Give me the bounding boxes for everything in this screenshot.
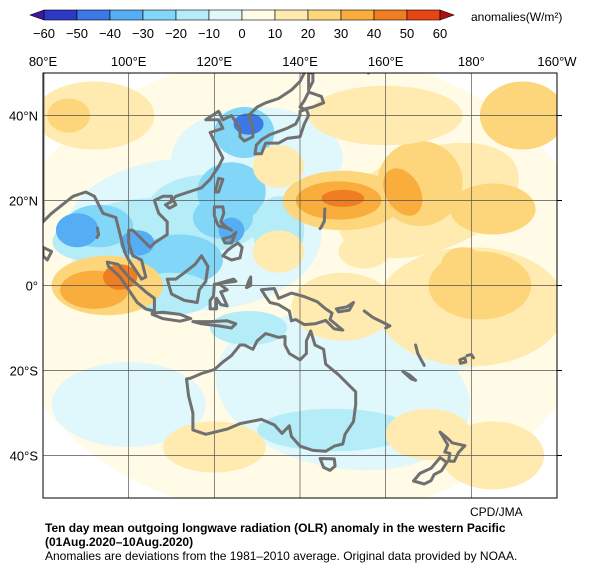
anomaly-patch	[321, 189, 365, 207]
coastline	[438, 430, 467, 463]
anomaly-patch	[449, 183, 536, 235]
coastline	[165, 254, 210, 304]
anomaly-patch	[385, 408, 472, 460]
coastline	[221, 230, 238, 245]
coastline	[318, 207, 327, 231]
coastlines	[43, 73, 475, 486]
anomaly-patch	[383, 168, 423, 216]
coastline	[150, 310, 193, 323]
colorbar-tick-label: 40	[367, 26, 381, 41]
anomaly-patch	[137, 234, 223, 286]
latitude-labels: 40°N 20°N 0° 20°S 40°S	[9, 109, 562, 464]
anomaly-patch	[210, 311, 288, 345]
colorbar-tick-label: −50	[66, 26, 88, 41]
anomaly-patch	[441, 247, 485, 282]
colorbar-tick-label: −30	[132, 26, 154, 41]
coastline	[185, 329, 358, 453]
longitude-label: 160°E	[368, 54, 404, 69]
latitude-label: 40°S	[10, 449, 39, 464]
colorbar-tick-label: 0	[238, 26, 245, 41]
coastline	[318, 457, 337, 472]
coastline	[458, 356, 468, 365]
coastline	[43, 245, 54, 262]
coastline	[95, 226, 101, 239]
colorbar-tick-label: 60	[433, 26, 447, 41]
longitude-label: 140°E	[282, 54, 318, 69]
coastline	[307, 73, 315, 92]
colorbar-tick-label: −60	[33, 26, 55, 41]
olr-anomaly-map: 80°E 100°E 120°E 140°E 160°E 180° 160°W 40°N 20…	[9, 54, 577, 499]
colorbar-tick-label: −40	[99, 26, 121, 41]
anomaly-patch	[55, 213, 99, 248]
colorbar-tick-label: −20	[165, 26, 187, 41]
coastline	[401, 369, 418, 382]
coastline	[298, 90, 326, 111]
coastline	[105, 260, 156, 313]
latitude-label: 20°N	[9, 194, 38, 209]
anomaly-patch	[252, 230, 305, 273]
colorbar-unit-label: anomalies(W/m²)	[471, 10, 562, 24]
coastline	[221, 241, 244, 262]
latitude-label: 40°N	[9, 109, 38, 124]
coastline	[164, 199, 178, 210]
latitude-label: 20°S	[10, 364, 39, 379]
caption-note: Anomalies are deviations from the 1981–2…	[45, 549, 518, 563]
anomaly-patch	[252, 145, 305, 188]
coastline	[465, 352, 475, 360]
colorbar-legend: −60 −50 −40 −30 −20 −10 0 10 20 30 40 50 60 anomalie…	[29, 9, 562, 41]
colorbar-tick-label: 50	[400, 26, 414, 41]
coastline	[191, 319, 238, 330]
coastline	[213, 176, 225, 194]
caption-title-line2: (01Aug.2020–10Aug.2020)	[45, 535, 194, 549]
anomaly-patch	[338, 234, 390, 269]
longitude-label: 160°W	[537, 54, 577, 69]
coastline	[412, 456, 449, 486]
coastline	[259, 287, 345, 332]
coastline	[208, 277, 238, 311]
coastline	[212, 205, 233, 232]
caption-title: Ten day mean outgoing longwave radiation…	[45, 521, 590, 549]
colorbar-tick-label: 20	[301, 26, 315, 41]
coastline	[334, 301, 355, 314]
coastline	[414, 343, 426, 367]
caption-title-line1: Ten day mean outgoing longwave radiation…	[45, 521, 506, 535]
colorbar-tick-label: 10	[268, 26, 282, 41]
longitude-label: 180°	[458, 54, 485, 69]
longitude-label: 100°E	[111, 54, 147, 69]
longitude-label: 80°E	[29, 54, 58, 69]
coastline	[43, 73, 306, 281]
latitude-label: 0°	[26, 279, 38, 294]
coastline	[362, 309, 392, 330]
credit-label: CPD/JMA	[470, 505, 523, 519]
colorbar-tick-label: 30	[334, 26, 348, 41]
colorbar-arrow-right	[439, 9, 455, 21]
longitude-labels: 80°E 100°E 120°E 140°E 160°E 180° 160°W	[29, 54, 577, 69]
coastline	[245, 275, 253, 290]
colorbar-tick-labels: −60 −50 −40 −30 −20 −10 0 10 20 30 40 50 60	[33, 26, 447, 41]
colorbar-swatches	[29, 9, 455, 21]
colorbar-tick-label: −10	[198, 26, 220, 41]
longitude-label: 120°E	[197, 54, 233, 69]
